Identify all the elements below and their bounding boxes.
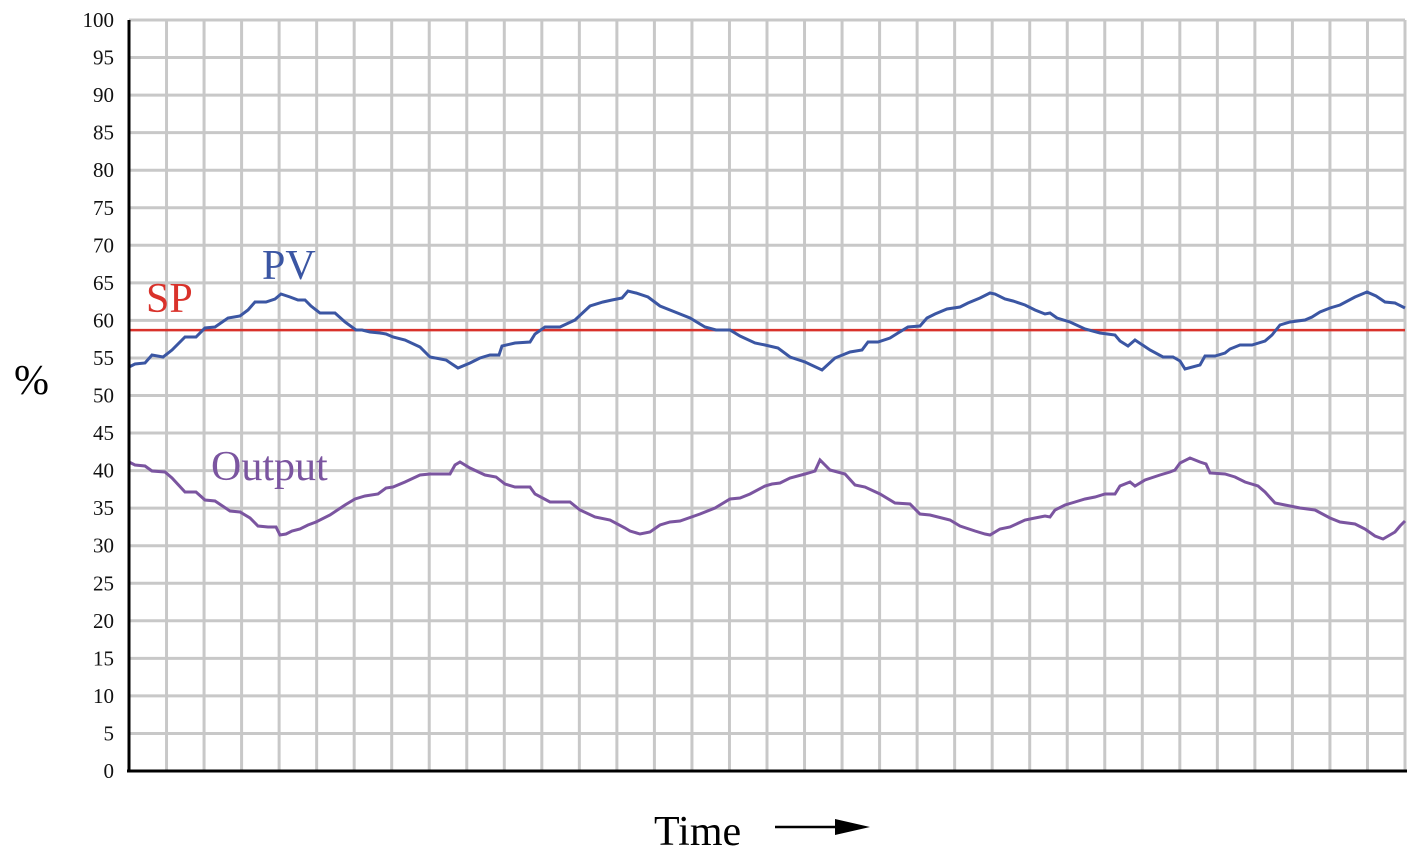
chart-axes [127, 20, 1407, 773]
y-tick-label: 45 [93, 421, 114, 445]
chart-grid [129, 18, 1407, 771]
sp-series-label: SP [146, 276, 193, 322]
y-tick-label: 10 [93, 684, 114, 708]
y-tick-label: 0 [104, 759, 115, 783]
pv-series-label: PV [262, 243, 316, 289]
y-axis-ticks: 0 5 10 15 20 25 30 35 40 45 50 55 60 65 70 75 80 85 90 95 10… [83, 8, 115, 783]
y-tick-label: 60 [93, 308, 114, 332]
output-series-line [128, 456, 1407, 541]
y-tick-label: 80 [93, 158, 114, 182]
y-tick-label: 35 [93, 496, 114, 520]
y-tick-label: 70 [93, 233, 114, 257]
y-axis-title: % [14, 358, 49, 404]
y-tick-label: 75 [93, 196, 114, 220]
y-tick-label: 40 [93, 459, 114, 483]
y-tick-label: 100 [83, 8, 115, 32]
x-axis-label: Time [654, 809, 870, 855]
x-axis-title: Time [654, 809, 741, 855]
y-tick-label: 5 [104, 721, 115, 745]
y-tick-label: 20 [93, 609, 114, 633]
y-tick-label: 50 [93, 384, 114, 408]
y-tick-label: 95 [93, 46, 114, 70]
y-tick-label: 25 [93, 571, 114, 595]
y-tick-label: 90 [93, 83, 114, 107]
pv-series-line [128, 289, 1406, 372]
y-tick-label: 85 [93, 121, 114, 145]
output-series-label: Output [211, 444, 328, 490]
arrow-right-icon [775, 819, 870, 835]
y-tick-label: 30 [93, 534, 114, 558]
y-tick-label: 65 [93, 271, 114, 295]
y-tick-label: 55 [93, 346, 114, 370]
y-axis-label: % [14, 358, 49, 404]
y-tick-label: 15 [93, 646, 114, 670]
